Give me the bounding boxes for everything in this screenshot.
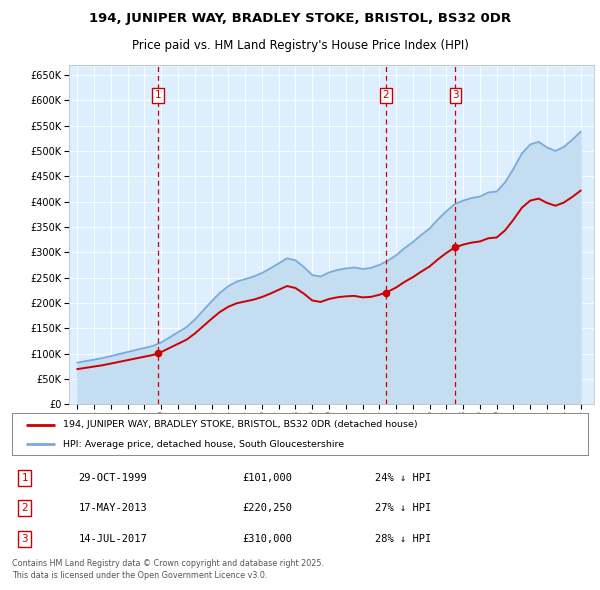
Text: 28% ↓ HPI: 28% ↓ HPI [375, 534, 431, 544]
Text: 1: 1 [155, 90, 162, 100]
Text: 1: 1 [22, 473, 28, 483]
Text: Contains HM Land Registry data © Crown copyright and database right 2025.
This d: Contains HM Land Registry data © Crown c… [12, 559, 324, 580]
Text: 14-JUL-2017: 14-JUL-2017 [78, 534, 147, 544]
Text: 27% ↓ HPI: 27% ↓ HPI [375, 503, 431, 513]
Text: 17-MAY-2013: 17-MAY-2013 [78, 503, 147, 513]
Text: £310,000: £310,000 [242, 534, 292, 544]
Text: 2: 2 [382, 90, 389, 100]
Text: Price paid vs. HM Land Registry's House Price Index (HPI): Price paid vs. HM Land Registry's House … [131, 38, 469, 51]
Text: 194, JUNIPER WAY, BRADLEY STOKE, BRISTOL, BS32 0DR (detached house): 194, JUNIPER WAY, BRADLEY STOKE, BRISTOL… [62, 421, 418, 430]
Text: 3: 3 [452, 90, 459, 100]
Text: 24% ↓ HPI: 24% ↓ HPI [375, 473, 431, 483]
Text: HPI: Average price, detached house, South Gloucestershire: HPI: Average price, detached house, Sout… [62, 440, 344, 449]
Text: 3: 3 [22, 534, 28, 544]
Text: £101,000: £101,000 [242, 473, 292, 483]
Text: £220,250: £220,250 [242, 503, 292, 513]
Text: 194, JUNIPER WAY, BRADLEY STOKE, BRISTOL, BS32 0DR: 194, JUNIPER WAY, BRADLEY STOKE, BRISTOL… [89, 12, 511, 25]
Text: 2: 2 [22, 503, 28, 513]
Text: 29-OCT-1999: 29-OCT-1999 [78, 473, 147, 483]
